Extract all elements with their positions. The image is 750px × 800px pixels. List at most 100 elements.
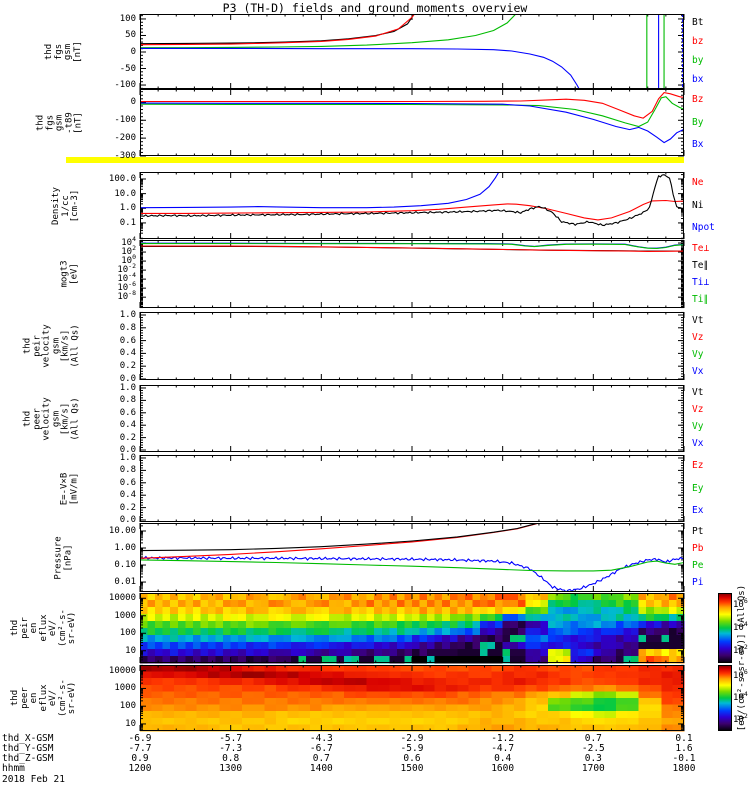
spectrogram-cell xyxy=(344,635,353,643)
series-bz xyxy=(140,14,416,46)
spectrogram-cell xyxy=(155,607,164,615)
spectrogram-cell xyxy=(389,671,402,679)
spectrogram-cell xyxy=(276,614,285,622)
spectrogram-cell xyxy=(585,614,594,622)
spectrogram-cell xyxy=(283,635,292,643)
spectrogram-cell xyxy=(230,704,243,712)
ytick-label: -100 xyxy=(114,115,136,126)
ytick-label: 100 xyxy=(119,701,136,712)
spectrogram-cell xyxy=(464,628,473,636)
spectrogram-cell xyxy=(170,656,179,664)
spectrogram-cell xyxy=(298,665,311,673)
ytick-label: 0.2 xyxy=(119,361,136,372)
spectrogram-cell xyxy=(177,649,186,657)
spectrogram-cell xyxy=(510,656,519,664)
spectrogram-cell xyxy=(570,628,579,636)
spectrogram-cell xyxy=(427,656,436,664)
spectrogram-cell xyxy=(653,614,662,622)
spectrogram-cell xyxy=(582,717,594,725)
spectrogram-cell xyxy=(359,621,368,629)
spectrogram-cell xyxy=(298,600,307,608)
spectrogram-cell xyxy=(344,628,353,636)
spectrogram-cell xyxy=(570,711,583,719)
spectrogram-cell xyxy=(608,635,617,643)
spectrogram-cell xyxy=(306,614,315,622)
spectrogram-cell xyxy=(355,717,368,725)
spectrogram-cell xyxy=(170,628,179,636)
colorbar-tick-label: 102 xyxy=(733,643,748,657)
spectrogram-cell xyxy=(578,635,587,643)
spectrogram-cell xyxy=(608,628,617,636)
panel-frame xyxy=(140,523,684,592)
spectrogram-cell xyxy=(298,698,311,706)
spectrogram-cell xyxy=(328,600,337,608)
spectrogram-cell xyxy=(313,649,322,657)
spectrogram-cell xyxy=(230,678,243,686)
footer-row-label-thd_Z-GSM: thd_Z-GSM xyxy=(2,753,54,764)
spectrogram-cell xyxy=(517,656,526,664)
spectrogram-cell xyxy=(355,724,368,732)
spectrogram-cell xyxy=(147,649,156,657)
spectrogram-cell xyxy=(400,724,413,732)
spectrogram-cell xyxy=(616,717,628,725)
spectrogram-cell xyxy=(306,593,315,601)
spectrogram-cell xyxy=(215,600,224,608)
footer-value: -4.7 xyxy=(491,743,515,754)
spectrogram-cell xyxy=(446,711,458,719)
spectrogram-cell xyxy=(287,698,300,706)
spectrogram-cell xyxy=(147,621,156,629)
spectrogram-cell xyxy=(532,600,541,608)
spectrogram-cell xyxy=(389,593,398,601)
ytick-label: 0.4 xyxy=(119,490,136,501)
spectrogram-cell xyxy=(287,678,300,686)
spectrogram-cell xyxy=(208,717,220,725)
spectrogram-cell xyxy=(646,656,655,664)
spectrogram-cell xyxy=(638,628,647,636)
spectrogram-cell xyxy=(268,593,277,601)
spectrogram-cell xyxy=(396,649,405,657)
spectrogram-cell xyxy=(223,600,232,608)
spectrogram-cell xyxy=(378,684,390,692)
ytick-label: 0.6 xyxy=(119,477,136,488)
ytick-label: 0.8 xyxy=(119,465,136,476)
spectrogram-cell xyxy=(223,628,232,636)
spectrogram-cell xyxy=(328,656,337,664)
spectrogram-cell xyxy=(502,607,511,615)
spectrogram-cell xyxy=(472,614,481,622)
spectrogram-cell xyxy=(514,724,526,732)
spectrogram-cell xyxy=(495,621,504,629)
panel-frame xyxy=(140,240,684,308)
spectrogram-cell xyxy=(230,607,239,615)
spectrogram-cell xyxy=(242,724,254,732)
spectrogram-cell xyxy=(328,635,337,643)
spectrogram-cell xyxy=(208,691,220,699)
spectrogram-cell xyxy=(593,593,602,601)
spectrogram-cell xyxy=(668,607,677,615)
spectrogram-cell xyxy=(457,691,470,699)
spectrogram-cell xyxy=(381,614,390,622)
ytick-label: 0.10 xyxy=(114,560,136,571)
spectrogram-cell xyxy=(600,642,609,650)
spectrogram-cell xyxy=(638,704,651,712)
ytick-label: -300 xyxy=(114,151,136,161)
legend-peir-velocity-Vt: Vt xyxy=(692,314,704,326)
spectrogram-cell xyxy=(321,671,334,679)
spectrogram-cell xyxy=(604,717,617,725)
legend-efield-Ez: Ez xyxy=(692,460,704,472)
spectrogram-cell xyxy=(661,628,670,636)
spectrogram-cell xyxy=(517,607,526,615)
spectrogram-cell xyxy=(283,621,292,629)
spectrogram-cell xyxy=(268,656,277,664)
spectrogram-cell xyxy=(336,593,345,601)
spectrogram-cell xyxy=(616,724,628,732)
spectrogram-cell xyxy=(359,656,368,664)
spectrogram-cell xyxy=(616,600,625,608)
spectrogram-cell xyxy=(245,600,254,608)
spectrogram-cell xyxy=(419,635,428,643)
spectrogram-cell xyxy=(491,691,504,699)
spectrogram-cell xyxy=(177,642,186,650)
legend-fgs-gsm-bz: bz xyxy=(692,36,704,48)
spectrogram-cell xyxy=(412,656,421,664)
spectrogram-cell xyxy=(442,642,451,650)
spectrogram-cell xyxy=(616,642,625,650)
